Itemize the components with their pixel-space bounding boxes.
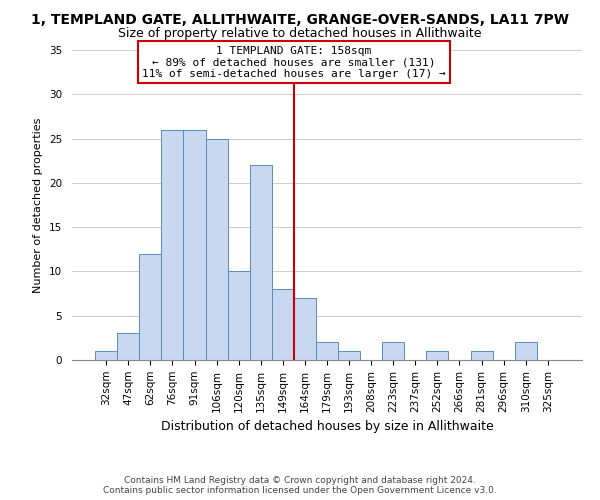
Bar — [227, 272, 250, 360]
Bar — [338, 351, 360, 360]
Bar — [316, 342, 338, 360]
Bar — [272, 289, 294, 360]
Text: Size of property relative to detached houses in Allithwaite: Size of property relative to detached ho… — [118, 28, 482, 40]
Text: Contains HM Land Registry data © Crown copyright and database right 2024.
Contai: Contains HM Land Registry data © Crown c… — [103, 476, 497, 495]
Bar — [117, 334, 139, 360]
Bar — [470, 351, 493, 360]
Bar — [206, 138, 227, 360]
Bar — [139, 254, 161, 360]
Y-axis label: Number of detached properties: Number of detached properties — [34, 118, 43, 292]
Bar — [184, 130, 206, 360]
Bar — [95, 351, 117, 360]
Bar — [250, 165, 272, 360]
Bar — [427, 351, 448, 360]
Bar — [382, 342, 404, 360]
Text: 1, TEMPLAND GATE, ALLITHWAITE, GRANGE-OVER-SANDS, LA11 7PW: 1, TEMPLAND GATE, ALLITHWAITE, GRANGE-OV… — [31, 12, 569, 26]
Bar — [161, 130, 184, 360]
Bar — [294, 298, 316, 360]
Bar — [515, 342, 537, 360]
Text: 1 TEMPLAND GATE: 158sqm
← 89% of detached houses are smaller (131)
11% of semi-d: 1 TEMPLAND GATE: 158sqm ← 89% of detache… — [142, 46, 446, 79]
X-axis label: Distribution of detached houses by size in Allithwaite: Distribution of detached houses by size … — [161, 420, 493, 433]
